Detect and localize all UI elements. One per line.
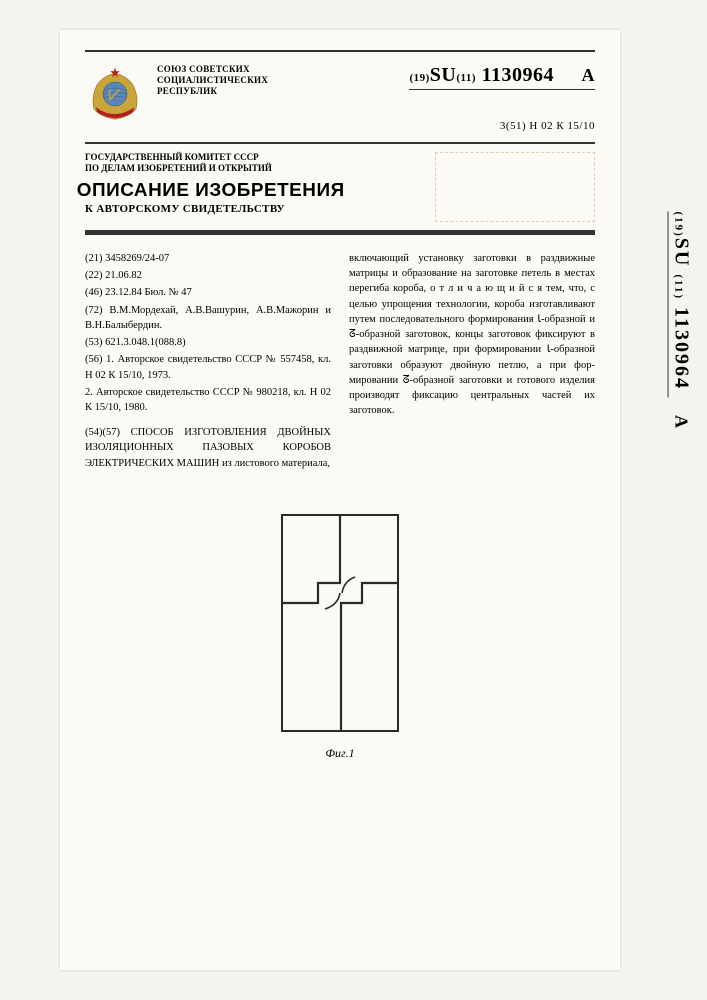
side-number: 1130964 xyxy=(671,307,693,390)
body-columns: (21) 3458269/24-07 (22) 21.06.82 (46) 23… xyxy=(85,251,595,473)
figure-caption: Фиг.1 xyxy=(85,746,595,761)
committee-row: ГОСУДАРСТВЕННЫЙ КОМИТЕТ СССР ПО ДЕЛАМ ИЗ… xyxy=(85,152,595,222)
union-line1: СОЮЗ СОВЕТСКИХ xyxy=(157,64,268,75)
left-column: (21) 3458269/24-07 (22) 21.06.82 (46) 23… xyxy=(85,251,331,473)
doc-number-box: (19)SU(11) 1130964 A 3(51) Н 02 К 15/10 xyxy=(409,64,595,132)
ipc-prefix: 3(51) xyxy=(500,120,526,132)
field-56b: 2. Авторское свидетельство СССР № 980218… xyxy=(85,385,331,415)
doc-country: SU xyxy=(430,64,457,86)
committee-label: ГОСУДАРСТВЕННЫЙ КОМИТЕТ СССР ПО ДЕЛАМ ИЗ… xyxy=(85,152,415,174)
abstract-title: (54)(57) СПОСОБ ИЗГОТОВЛЕНИЯ ДВОЙНЫХ ИЗО… xyxy=(85,425,331,471)
stamp-placeholder xyxy=(435,152,595,222)
main-title: ОПИСАНИЕ ИЗОБРЕТЕНИЯ xyxy=(77,180,424,201)
abstract-body: включающий установку заготовки в раз­дви… xyxy=(349,251,595,418)
ipc-classification: 3(51) Н 02 К 15/10 xyxy=(409,120,595,132)
title-block: ОПИСАНИЕ ИЗОБРЕТЕНИЯ К АВТОРСКОМУ СВИДЕТ… xyxy=(85,180,415,215)
union-line3: РЕСПУБЛИК xyxy=(157,86,268,97)
committee-line1: ГОСУДАРСТВЕННЫЙ КОМИТЕТ СССР xyxy=(85,152,415,163)
field-21: (21) 3458269/24-07 xyxy=(85,251,331,266)
field-22: (22) 21.06.82 xyxy=(85,268,331,283)
figure-1: Фиг.1 xyxy=(85,513,595,761)
union-label: СОЮЗ СОВЕТСКИХ СОЦИАЛИСТИЧЕСКИХ РЕСПУБЛИ… xyxy=(157,64,268,96)
right-column: включающий установку заготовки в раз­дви… xyxy=(349,251,595,473)
field-46: (46) 23.12.84 Бюл. № 47 xyxy=(85,285,331,300)
side-suffix: A xyxy=(672,415,692,430)
field-72: (72) В.М.Мордехай, А.В.Вашурин, А.В.Мажо… xyxy=(85,303,331,333)
subtitle: К АВТОРСКОМУ СВИДЕТЕЛЬСТВУ xyxy=(85,203,415,215)
field-56a: (56) 1. Авторское свидетельство СССР № 5… xyxy=(85,352,331,382)
header-row: СОЮЗ СОВЕТСКИХ СОЦИАЛИСТИЧЕСКИХ РЕСПУБЛИ… xyxy=(85,64,595,132)
field-53: (53) 621.3.048.1(088.8) xyxy=(85,335,331,350)
ussr-emblem-icon xyxy=(85,64,145,124)
side-mid: (11) xyxy=(673,274,685,300)
side-prefix: (19) xyxy=(673,211,685,237)
side-doc-number: (19)SU (11) 1130964 A xyxy=(670,211,693,430)
doc-suffix: A xyxy=(582,65,596,85)
committee-line2: ПО ДЕЛАМ ИЗОБРЕТЕНИЙ И ОТКРЫТИЙ xyxy=(85,163,415,174)
doc-prefix: (19) xyxy=(409,72,429,84)
side-country: SU xyxy=(671,238,693,268)
doc-number: 1130964 xyxy=(482,64,554,86)
ipc-code: Н 02 К 15/10 xyxy=(529,120,595,132)
doc-mid: (11) xyxy=(456,72,476,84)
union-line2: СОЦИАЛИСТИЧЕСКИХ xyxy=(157,75,268,86)
